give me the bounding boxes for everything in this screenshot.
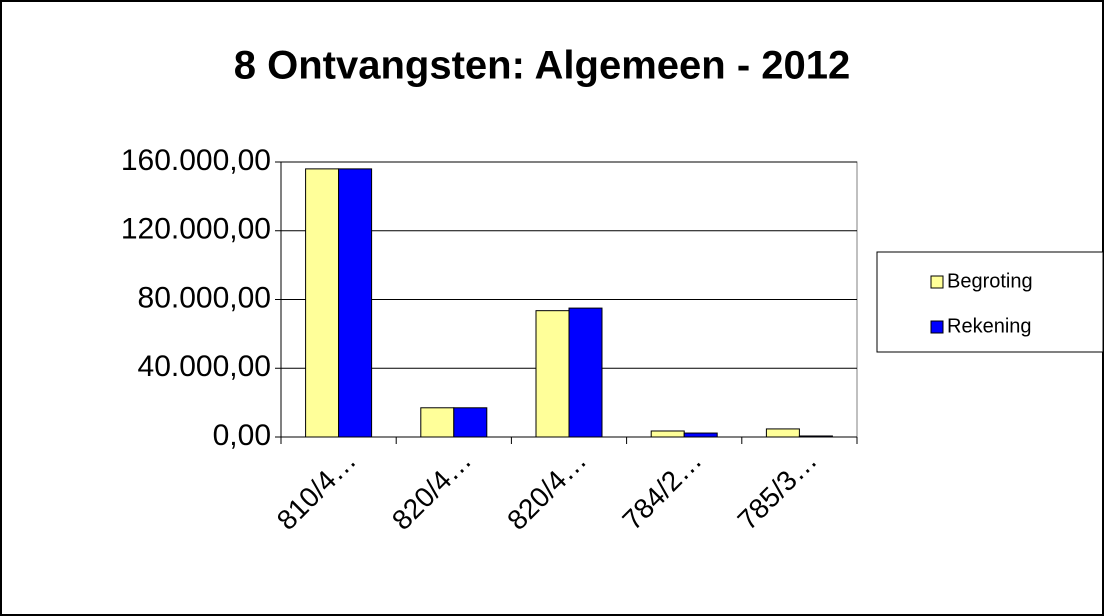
bar [798, 435, 833, 438]
bar [338, 168, 373, 438]
y-tick-label: 80.000,00 [138, 281, 271, 314]
bar [650, 430, 685, 438]
y-tick-label: 120.000,00 [121, 213, 271, 246]
legend-swatch [930, 320, 944, 334]
legend-swatch [930, 275, 944, 289]
bar [765, 428, 800, 438]
y-tick-label: 0,00 [213, 419, 271, 452]
legend-box [876, 251, 1104, 353]
bar [305, 168, 340, 438]
legend-label: Rekening [947, 315, 1032, 337]
legend-label: Begroting [947, 270, 1033, 292]
bar [568, 307, 603, 438]
bar [420, 407, 455, 438]
y-tick-label: 160.000,00 [121, 144, 271, 177]
y-tick-label: 40.000,00 [138, 350, 271, 383]
chart-title: 8 Ontvangsten: Algemeen - 2012 [234, 44, 850, 88]
bar [535, 310, 570, 438]
bar [683, 432, 718, 438]
bar [453, 407, 488, 438]
